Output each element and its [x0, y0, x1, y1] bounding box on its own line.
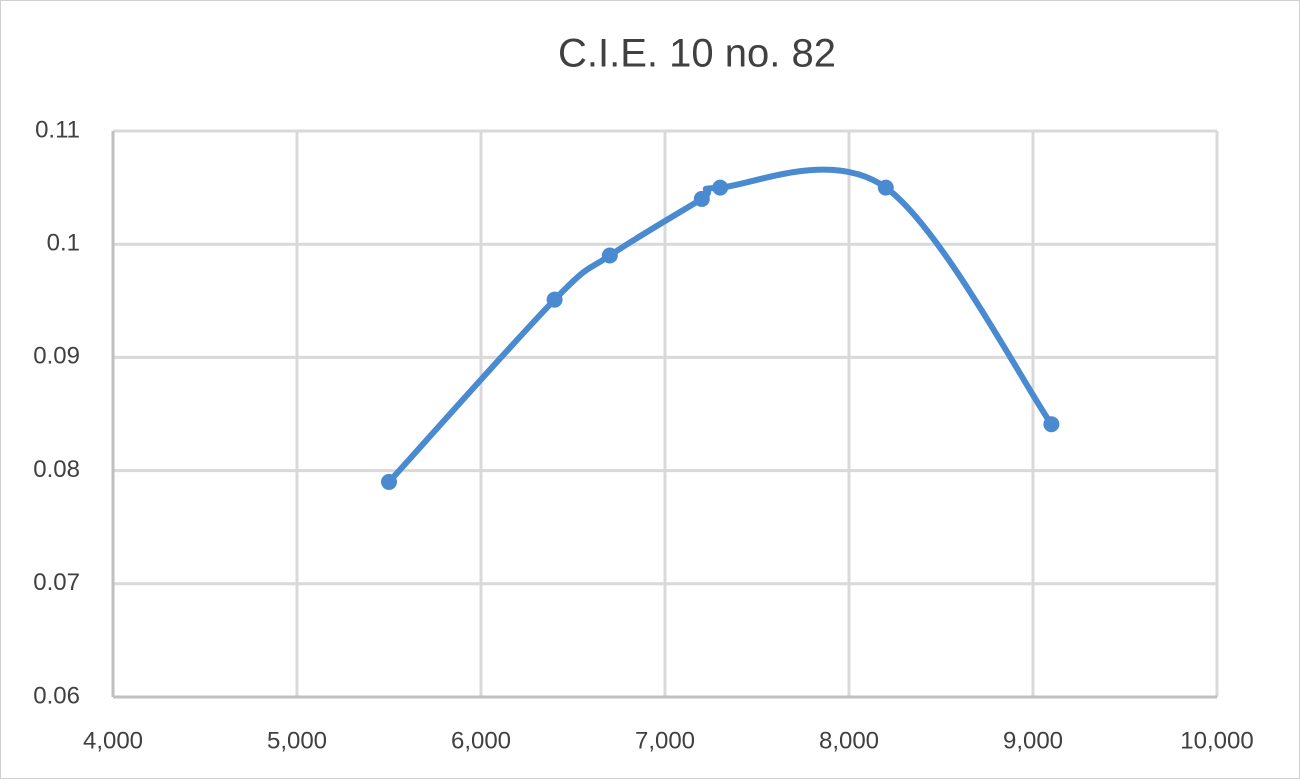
- data-point: [601, 247, 618, 264]
- y-tick-label: 0.06: [33, 682, 80, 709]
- data-point: [1043, 416, 1060, 433]
- y-tick-label: 0.07: [33, 569, 80, 596]
- chart-title: C.I.E. 10 no. 82: [558, 32, 836, 76]
- y-tick-label: 0.09: [33, 343, 80, 370]
- x-tick-label: 8,000: [819, 727, 879, 754]
- x-tick-label: 6,000: [451, 727, 511, 754]
- y-tick-label: 0.11: [35, 116, 80, 143]
- x-tick-label: 7,000: [635, 727, 695, 754]
- x-tick-label: 10,000: [1180, 727, 1253, 754]
- data-point: [712, 179, 729, 196]
- x-tick-label: 4,000: [83, 727, 143, 754]
- data-point: [877, 179, 894, 196]
- data-point: [693, 190, 710, 207]
- y-tick-label: 0.08: [33, 456, 80, 483]
- x-tick-label: 5,000: [267, 727, 327, 754]
- data-point: [381, 473, 397, 490]
- y-tick-label: 0.1: [47, 230, 80, 257]
- x-tick-label: 9,000: [1003, 727, 1063, 754]
- data-point: [546, 291, 563, 308]
